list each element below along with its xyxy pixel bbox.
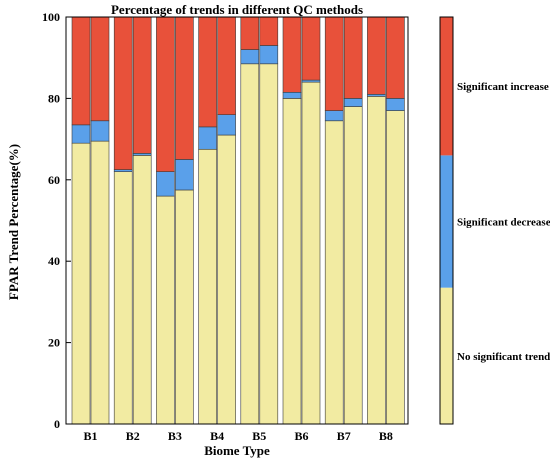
colorbar-segment-1 (440, 155, 453, 288)
x-axis-label: Biome Type (204, 443, 270, 458)
bar-segment-b1-1-1 (71, 124, 91, 144)
bar-segment-b3-1-1 (156, 171, 175, 197)
axes-frame (65, 16, 409, 425)
colorbar-label-2: Significant increase (457, 81, 549, 93)
bar-segment-b5-2-1 (259, 45, 279, 65)
bar-segment-b2-2-0 (132, 155, 152, 425)
bar-segment-b6-2-0 (301, 81, 321, 425)
x-tick-label: B8 (379, 429, 393, 443)
bar-segment-b1-2-2 (90, 16, 110, 122)
bar-segment-b5-2-0 (259, 63, 279, 425)
y-axis-label: FPAR Trend Percentage(%) (6, 144, 21, 300)
x-tick-label: B4 (210, 429, 224, 443)
bar-segment-b8-1-2 (367, 16, 386, 95)
x-tick-label: B5 (252, 429, 266, 443)
bar-segment-b6-1-0 (282, 98, 302, 425)
bar-segment-b7-2-0 (343, 106, 363, 425)
colorbar-segment-2 (440, 17, 453, 156)
y-tick-label: 40 (48, 254, 60, 268)
bar-segment-b4-2-2 (217, 16, 236, 115)
y-tick-label: 60 (48, 173, 60, 187)
bar-segment-b6-2-2 (301, 16, 321, 81)
bar-segment-b8-2-0 (386, 110, 405, 425)
bar-segment-b5-1-1 (240, 49, 260, 65)
bar-segment-b5-2-2 (259, 16, 279, 46)
bar-segment-b6-2-1 (301, 79, 321, 83)
bar-segment-b2-1-1 (113, 169, 133, 172)
colorbar-frame (439, 16, 454, 425)
y-tick-label: 100 (42, 10, 60, 24)
x-tick-label: B2 (126, 429, 140, 443)
bar-segment-b4-2-1 (217, 114, 236, 136)
bar-segment-b3-1-2 (156, 16, 175, 172)
bar-segment-b7-2-1 (343, 98, 363, 107)
bar-segment-b1-2-1 (90, 120, 110, 142)
colorbar-segment-0 (440, 287, 453, 424)
bar-segment-b7-1-0 (324, 120, 344, 425)
bar-segment-b6-1-1 (282, 91, 302, 99)
y-tick-label: 80 (48, 91, 60, 105)
bar-segment-b3-2-2 (175, 16, 194, 160)
bar-segment-b2-2-2 (132, 16, 152, 154)
bar-segment-b2-2-1 (132, 153, 152, 156)
bar-segment-b2-1-0 (113, 171, 133, 425)
bar-segment-b7-1-2 (324, 16, 344, 111)
bar-segment-b3-2-0 (175, 189, 194, 425)
colorbar-label-1: Significant decrease (457, 217, 550, 229)
y-tick-label: 0 (54, 417, 60, 431)
bar-segment-b8-2-2 (386, 16, 405, 99)
bar-segment-b1-1-2 (71, 16, 91, 126)
colorbar-label-0: No significant trend (457, 351, 550, 363)
bar-segment-b5-1-2 (240, 16, 260, 50)
bar-segment-b2-1-2 (113, 16, 133, 170)
bar-segment-b5-1-0 (240, 63, 260, 425)
bar-segment-b4-2-0 (217, 134, 236, 425)
y-tick-label: 20 (48, 336, 60, 350)
bar-segment-b1-2-0 (90, 140, 110, 425)
bar-segment-b7-1-1 (324, 110, 344, 122)
bar-segment-b4-1-2 (198, 16, 217, 128)
chart-title: Percentage of trends in different QC met… (111, 2, 363, 17)
x-tick-label: B6 (294, 429, 308, 443)
x-tick-label: B7 (337, 429, 351, 443)
bar-segment-b6-1-2 (282, 16, 302, 93)
bar-segment-b8-1-1 (367, 94, 386, 97)
bar-segment-b1-1-0 (71, 142, 91, 425)
x-tick-label: B3 (168, 429, 182, 443)
bar-segment-b3-2-1 (175, 159, 194, 191)
bar-segment-b8-2-1 (386, 98, 405, 111)
plot-area: 0 20 40 60 80 100 B1 B2 B3 B4 B5 B6 B7 B8 (42, 10, 409, 443)
bar-segment-b4-1-1 (198, 126, 217, 150)
legend-colorbar: No significant trend Significant decrease… (439, 16, 550, 425)
bar-segment-b4-1-0 (198, 148, 217, 425)
bar-segment-b8-1-0 (367, 96, 386, 425)
x-tick-label: B1 (83, 429, 97, 443)
bar-segment-b3-1-0 (156, 195, 175, 425)
bar-segment-b7-2-2 (343, 16, 363, 99)
